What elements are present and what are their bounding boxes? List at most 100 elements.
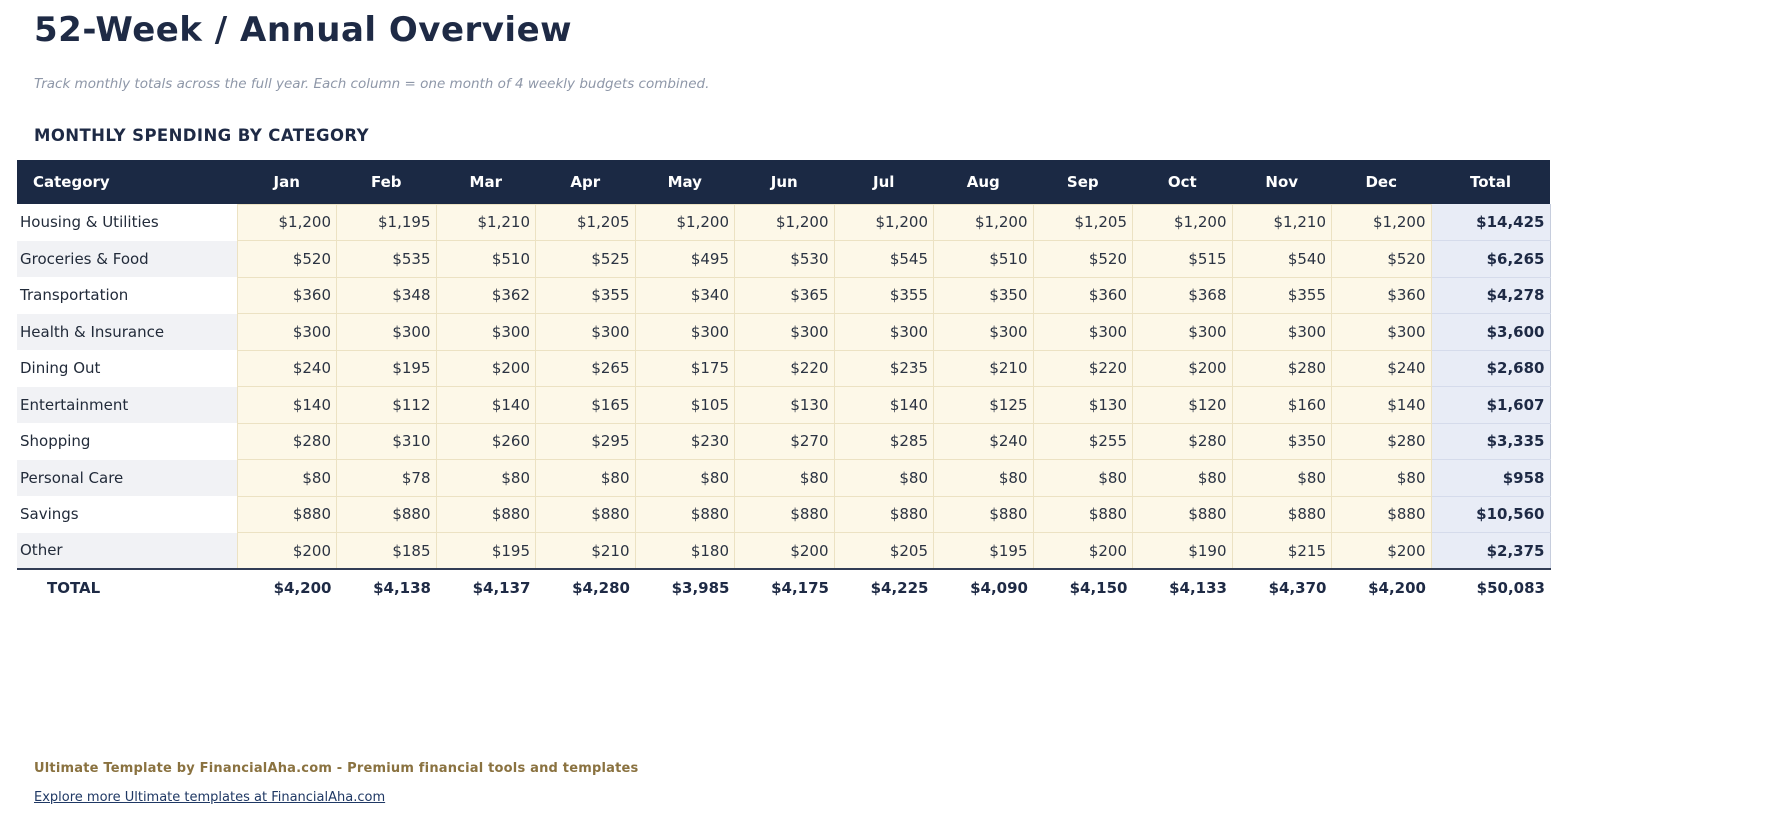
category-cell: Entertainment (17, 386, 237, 423)
month-value-cell-may: $495 (634, 240, 735, 278)
month-value-cell-nov: $280 (1231, 349, 1332, 387)
month-value-cell-oct: $300 (1132, 313, 1233, 351)
month-value-cell-feb: $78 (336, 459, 437, 497)
column-header-feb: Feb (336, 160, 436, 204)
month-value-cell-dec: $360 (1331, 276, 1432, 314)
column-header-total: Total (1431, 160, 1550, 204)
month-value-cell-jun: $80 (734, 459, 835, 497)
grand-total-cell-dec: $4,200 (1331, 568, 1431, 606)
month-value-cell-oct: $200 (1132, 349, 1233, 387)
month-value-cell-jun: $200 (734, 532, 835, 570)
category-cell: Personal Care (17, 459, 237, 496)
month-value-cell-mar: $510 (435, 240, 536, 278)
row-total-cell: $1,607 (1430, 386, 1551, 424)
grand-total-row: TOTAL $4,200 $4,138 $4,137 $4,280 $3,985 $4,17… (17, 568, 1550, 606)
month-value-cell-apr: $165 (535, 386, 636, 424)
row-total-cell: $2,375 (1430, 532, 1551, 570)
month-value-cell-nov: $1,210 (1231, 203, 1332, 241)
month-value-cell-feb: $535 (336, 240, 437, 278)
column-header-sep: Sep (1033, 160, 1133, 204)
month-value-cell-nov: $350 (1231, 422, 1332, 460)
column-header-may: May (635, 160, 735, 204)
month-value-cell-jan: $1,200 (236, 203, 337, 241)
month-value-cell-mar: $140 (435, 386, 536, 424)
month-value-cell-dec: $280 (1331, 422, 1432, 460)
row-total-cell: $3,600 (1430, 313, 1551, 351)
month-value-cell-mar: $1,210 (435, 203, 536, 241)
month-value-cell-may: $230 (634, 422, 735, 460)
grand-total-cell-may: $3,985 (635, 568, 735, 606)
month-value-cell-jan: $200 (236, 532, 337, 570)
month-value-cell-jun: $270 (734, 422, 835, 460)
month-value-cell-feb: $185 (336, 532, 437, 570)
category-cell: Savings (17, 496, 237, 533)
month-value-cell-oct: $190 (1132, 532, 1233, 570)
month-value-cell-nov: $355 (1231, 276, 1332, 314)
month-value-cell-sep: $130 (1032, 386, 1133, 424)
month-value-cell-apr: $80 (535, 459, 636, 497)
grand-total-cell-jul: $4,225 (834, 568, 934, 606)
month-value-cell-apr: $525 (535, 240, 636, 278)
row-total-cell: $14,425 (1430, 204, 1551, 241)
month-value-cell-may: $175 (634, 349, 735, 387)
month-value-cell-jul: $880 (833, 495, 934, 533)
month-value-cell-sep: $200 (1032, 532, 1133, 570)
month-value-cell-sep: $880 (1032, 495, 1133, 533)
month-value-cell-oct: $515 (1132, 240, 1233, 278)
month-value-cell-aug: $195 (933, 532, 1034, 570)
month-value-cell-may: $180 (634, 532, 735, 570)
month-value-cell-aug: $510 (933, 240, 1034, 278)
branding-text: Ultimate Template by FinancialAha.com - … (34, 761, 639, 776)
table-row: Housing & Utilities $1,200 $1,195 $1,210 $1,… (17, 203, 1551, 241)
month-value-cell-jan: $300 (236, 313, 337, 351)
month-value-cell-mar: $362 (435, 276, 536, 314)
column-header-dec: Dec (1331, 160, 1431, 204)
category-cell: Housing & Utilities (17, 204, 237, 241)
column-header-nov: Nov (1232, 160, 1332, 204)
month-value-cell-feb: $348 (336, 276, 437, 314)
month-value-cell-jul: $285 (833, 422, 934, 460)
financialaha-link[interactable]: Explore more Ultimate templates at Finan… (34, 790, 386, 805)
month-value-cell-dec: $240 (1331, 349, 1432, 387)
column-header-apr: Apr (535, 160, 635, 204)
month-value-cell-feb: $195 (336, 349, 437, 387)
table-row: Dining Out $240 $195 $200 $265 $175 $220 $235 $2… (17, 349, 1551, 387)
month-value-cell-may: $340 (634, 276, 735, 314)
month-value-cell-may: $80 (634, 459, 735, 497)
month-value-cell-oct: $80 (1132, 459, 1233, 497)
category-cell: Other (17, 532, 237, 569)
month-value-cell-dec: $520 (1331, 240, 1432, 278)
table-row: Groceries & Food $520 $535 $510 $525 $495 $530… (17, 240, 1551, 278)
month-value-cell-jan: $360 (236, 276, 337, 314)
month-value-cell-sep: $80 (1032, 459, 1133, 497)
grand-total-cell-jan: $4,200 (237, 568, 337, 606)
category-cell: Transportation (17, 277, 237, 314)
table-body: Housing & Utilities $1,200 $1,195 $1,210 $1,… (17, 203, 1551, 606)
month-value-cell-nov: $160 (1231, 386, 1332, 424)
row-total-cell: $958 (1430, 459, 1551, 497)
monthly-spending-table: Category Jan Feb Mar Apr May Jun Jul Aug Sep Oct No… (17, 160, 1551, 606)
month-value-cell-mar: $300 (435, 313, 536, 351)
month-value-cell-dec: $140 (1331, 386, 1432, 424)
category-cell: Groceries & Food (17, 240, 237, 277)
month-value-cell-apr: $295 (535, 422, 636, 460)
grand-total-cell-jun: $4,175 (734, 568, 834, 606)
header-row: Category Jan Feb Mar Apr May Jun Jul Aug Sep Oct No… (17, 160, 1550, 204)
month-value-cell-aug: $80 (933, 459, 1034, 497)
month-value-cell-may: $880 (634, 495, 735, 533)
table-row: Other $200 $185 $195 $210 $180 $200 $205 $195 $20… (17, 532, 1551, 570)
month-value-cell-apr: $210 (535, 532, 636, 570)
grand-total-cell-sep: $4,150 (1033, 568, 1133, 606)
category-cell: Dining Out (17, 350, 237, 387)
month-value-cell-nov: $215 (1231, 532, 1332, 570)
month-value-cell-sep: $520 (1032, 240, 1133, 278)
month-value-cell-jul: $300 (833, 313, 934, 351)
month-value-cell-feb: $880 (336, 495, 437, 533)
column-header-mar: Mar (436, 160, 536, 204)
month-value-cell-nov: $880 (1231, 495, 1332, 533)
month-value-cell-sep: $360 (1032, 276, 1133, 314)
month-value-cell-may: $105 (634, 386, 735, 424)
page-title: 52-Week / Annual Overview (34, 10, 573, 50)
row-total-cell: $6,265 (1430, 240, 1551, 278)
category-cell: Health & Insurance (17, 313, 237, 350)
